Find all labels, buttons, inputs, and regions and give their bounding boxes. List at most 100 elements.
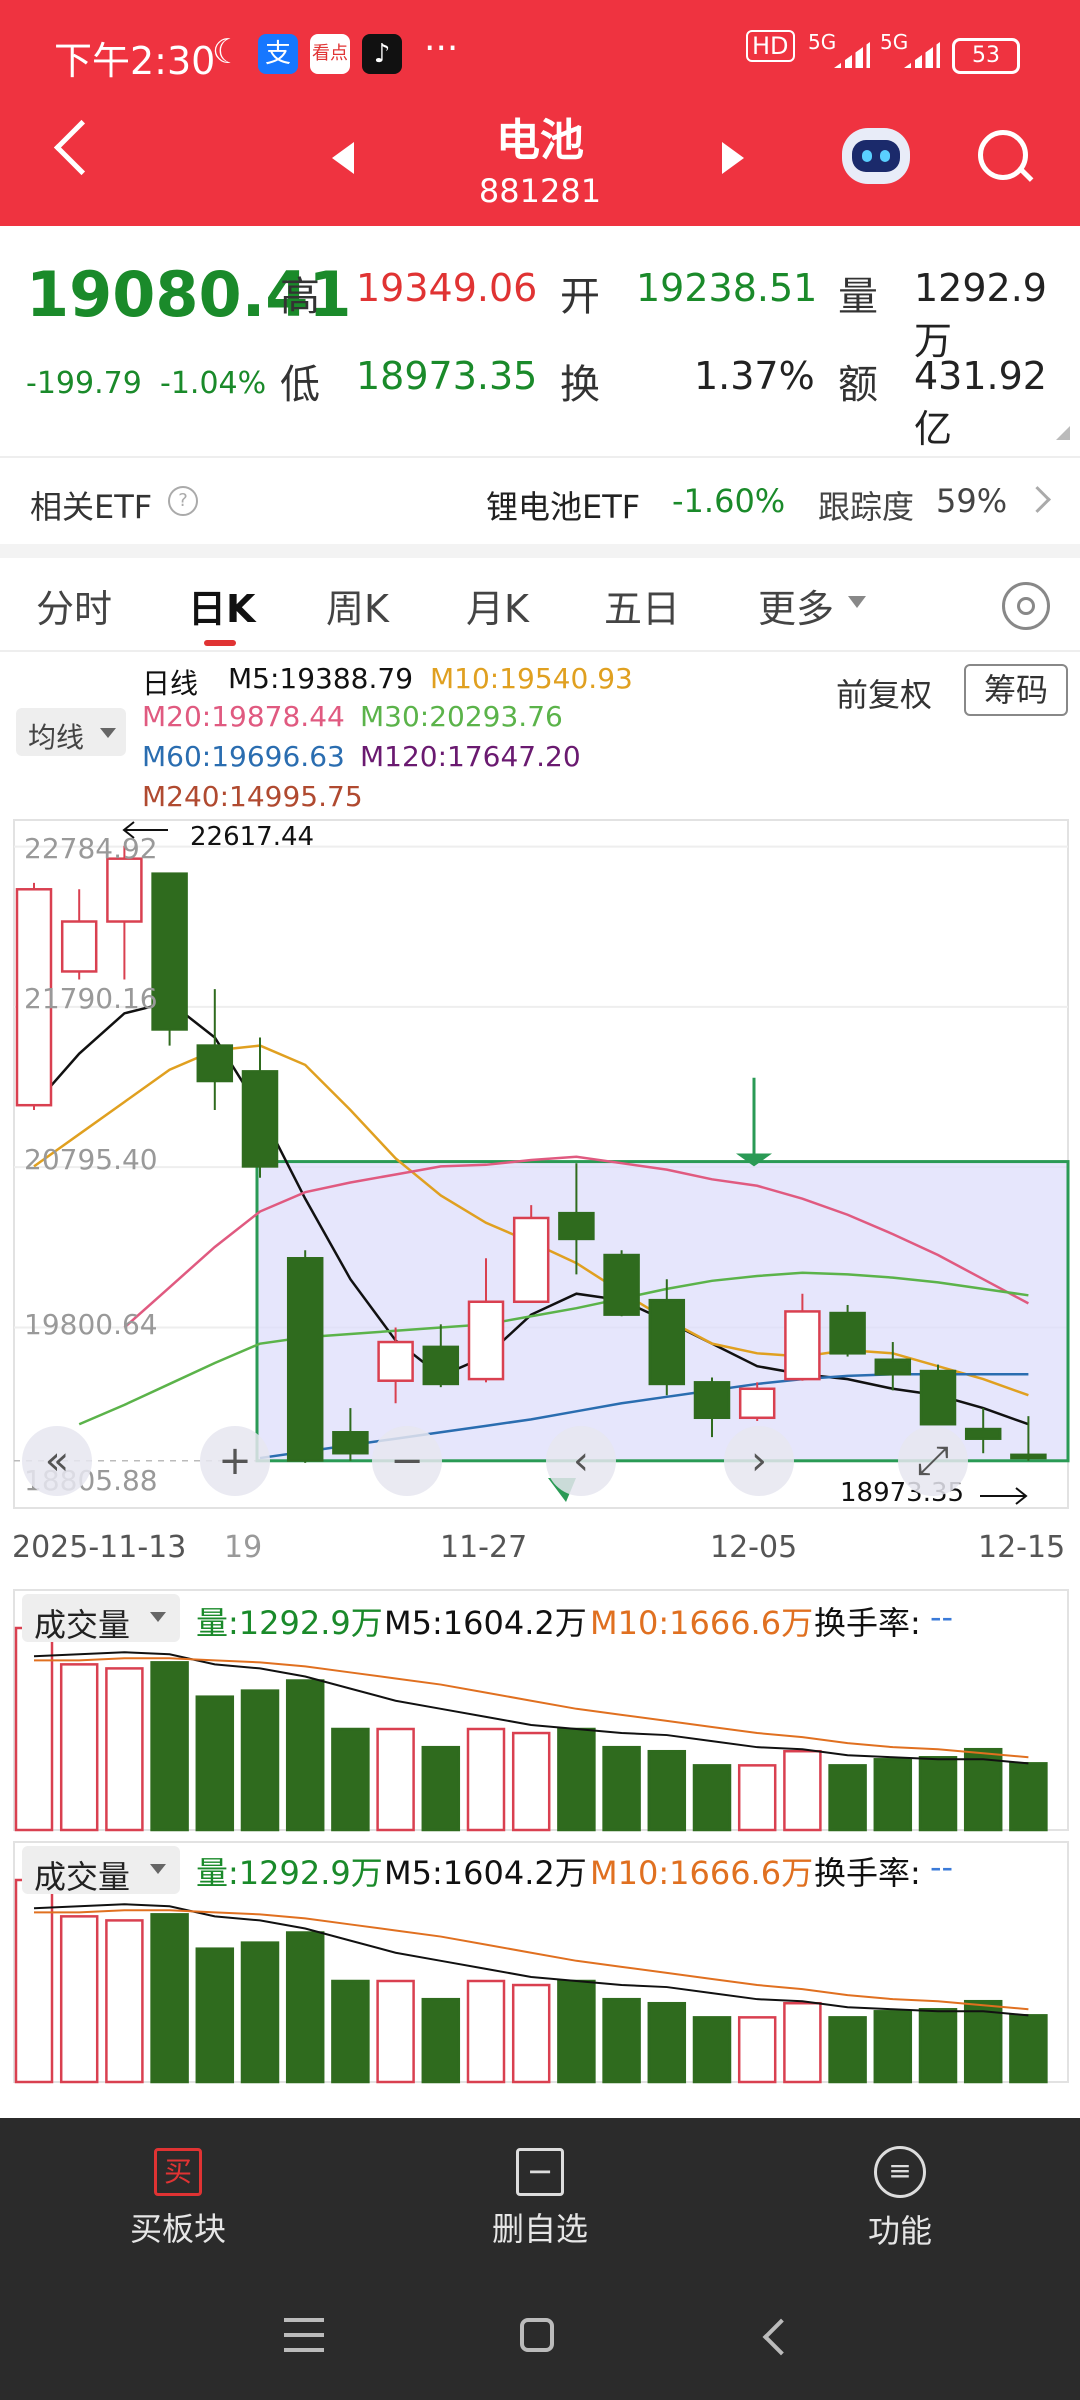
volume-bar bbox=[602, 1997, 641, 2084]
volume-chart-2[interactable] bbox=[0, 1840, 1080, 2090]
candle-body bbox=[603, 1253, 640, 1316]
buy-sector-label: 买板块 bbox=[129, 2210, 226, 2248]
min-marker-arrowhead bbox=[1015, 1487, 1028, 1505]
y-tick-2: 21790.16 bbox=[24, 982, 158, 1015]
ma10-legend: M10:19540.93 bbox=[430, 662, 633, 695]
volume-select-2[interactable]: 成交量 bbox=[22, 1846, 180, 1896]
x-tick-5: 12-15 bbox=[978, 1530, 1066, 1565]
search-icon[interactable] bbox=[978, 130, 1028, 180]
chouma-button[interactable]: 筹码 bbox=[964, 664, 1068, 716]
ma30-line bbox=[78, 1271, 1029, 1426]
robot-assistant-icon[interactable] bbox=[842, 128, 910, 184]
status-time: 下午2:30 bbox=[54, 39, 216, 83]
signal-bars-icon-2 bbox=[904, 42, 940, 68]
ma30-legend: M30:20293.76 bbox=[360, 700, 563, 733]
function-label: 功能 bbox=[867, 2212, 932, 2250]
minus-box-icon: − bbox=[516, 2148, 564, 2196]
candle-body bbox=[196, 1044, 234, 1083]
chevron-down-icon bbox=[150, 1864, 166, 1874]
ma120-legend: M120:17647.20 bbox=[360, 740, 581, 773]
daily-line-label: 日线 bbox=[142, 667, 199, 700]
tab-weekly-k[interactable]: 周K bbox=[326, 587, 389, 631]
volume-bar bbox=[963, 1747, 1003, 1832]
scroll-left-fast-button[interactable]: « bbox=[22, 1426, 92, 1496]
header-bar: 下午2:30 ☾ 支 看点 ♪ ··· HD 5G 5G 53 电池 88128… bbox=[0, 0, 1080, 226]
etf-row[interactable]: 相关ETF ? 锂电池ETF -1.60% 跟踪度 59% bbox=[0, 458, 1080, 544]
volume-bar bbox=[692, 2016, 732, 2084]
volume-bar bbox=[647, 1749, 687, 1832]
scroll-right-button[interactable]: › bbox=[724, 1426, 794, 1496]
tab-intraday[interactable]: 分时 bbox=[36, 587, 113, 631]
volume-select-label: 成交量 bbox=[34, 1606, 131, 1644]
ma20-line bbox=[123, 1155, 1029, 1329]
hd-badge: HD bbox=[746, 30, 795, 62]
tab-five-day[interactable]: 五日 bbox=[604, 587, 681, 631]
volume-chart-1[interactable] bbox=[0, 1588, 1080, 1838]
volume-bar bbox=[59, 1663, 99, 1832]
remove-watchlist-button[interactable]: − 删自选 bbox=[440, 2140, 640, 2250]
signal-5g-2: 5G bbox=[880, 30, 909, 54]
candle-body bbox=[964, 1427, 1002, 1440]
candle-body bbox=[648, 1298, 686, 1386]
tab-daily-k[interactable]: 日K bbox=[188, 587, 256, 631]
high-value: 19349.06 bbox=[356, 266, 538, 310]
vol-turnover-2: 换手率: bbox=[814, 1854, 921, 1892]
buy-icon: 买 bbox=[154, 2148, 202, 2196]
volume-bar bbox=[918, 2008, 958, 2084]
volume-bar bbox=[873, 2010, 913, 2084]
settings-inner bbox=[1017, 597, 1035, 615]
volume-bar bbox=[511, 1731, 551, 1832]
nav-home-icon[interactable] bbox=[520, 2318, 554, 2352]
volume-bar bbox=[557, 1979, 596, 2084]
prev-stock-icon[interactable] bbox=[332, 142, 354, 174]
vol-m10-line bbox=[34, 1657, 1029, 1759]
y-tick-4: 19800.64 bbox=[24, 1308, 158, 1341]
alipay-icon: 支 bbox=[258, 34, 298, 74]
max-price-marker: 22617.44 bbox=[190, 822, 315, 852]
nav-menu-icon[interactable] bbox=[284, 2318, 324, 2352]
etf-pct: -1.60% bbox=[672, 482, 786, 520]
volume-label: 量 bbox=[838, 274, 878, 320]
volume-bar bbox=[602, 1745, 641, 1832]
vol-m5-2: M5:1604.2万 bbox=[384, 1854, 587, 1892]
amount-value: 431.92亿 bbox=[914, 354, 1047, 451]
candle-body bbox=[286, 1257, 324, 1462]
next-stock-icon[interactable] bbox=[722, 142, 744, 174]
scroll-left-button[interactable]: ‹ bbox=[546, 1426, 616, 1496]
candle-body bbox=[693, 1381, 731, 1420]
turnover-value: 1.37% bbox=[694, 354, 815, 398]
zoom-in-button[interactable]: + bbox=[200, 1426, 270, 1496]
candle-body bbox=[241, 1070, 279, 1168]
status-bar: 下午2:30 ☾ 支 看点 ♪ ··· HD 5G 5G 53 bbox=[0, 0, 1080, 100]
volume-bar bbox=[105, 1667, 144, 1832]
volume-bar bbox=[285, 1931, 325, 2084]
volume-bar bbox=[918, 1756, 958, 1832]
fullscreen-button[interactable]: ⤢ bbox=[898, 1426, 968, 1496]
indicator-label: 均线 bbox=[28, 721, 85, 754]
help-icon[interactable]: ? bbox=[168, 486, 198, 516]
volume-bar bbox=[466, 1979, 506, 2084]
max-marker-arrowhead bbox=[122, 821, 135, 839]
volume-bar bbox=[150, 1913, 189, 2084]
expand-corner-icon[interactable] bbox=[1056, 426, 1070, 440]
vol-m10-2: M10:1666.6万 bbox=[590, 1854, 814, 1892]
candle-body bbox=[60, 920, 98, 973]
section-gap bbox=[0, 544, 1080, 558]
tab-more[interactable]: 更多 bbox=[758, 587, 835, 631]
tab-monthly-k[interactable]: 月K bbox=[466, 587, 529, 631]
volume-bar bbox=[783, 1749, 822, 1832]
function-button[interactable]: ≡ 功能 bbox=[800, 2140, 1000, 2252]
settings-hexagon-icon[interactable] bbox=[1002, 582, 1050, 630]
volume-bar bbox=[1009, 2014, 1048, 2084]
volume-bar bbox=[828, 1764, 867, 1832]
low-label: 低 bbox=[280, 362, 320, 408]
indicator-select[interactable]: 均线 bbox=[16, 708, 126, 756]
zoom-out-button[interactable]: − bbox=[372, 1426, 442, 1496]
volume-select-1[interactable]: 成交量 bbox=[22, 1594, 180, 1644]
volume-bar bbox=[963, 1999, 1003, 2084]
buy-sector-button[interactable]: 买 买板块 bbox=[78, 2140, 278, 2250]
signal-arrow-head bbox=[736, 1153, 772, 1167]
volume-bar bbox=[828, 2016, 867, 2084]
volume-bar bbox=[14, 1626, 54, 1832]
fuquan-toggle[interactable]: 前复权 bbox=[836, 676, 933, 714]
